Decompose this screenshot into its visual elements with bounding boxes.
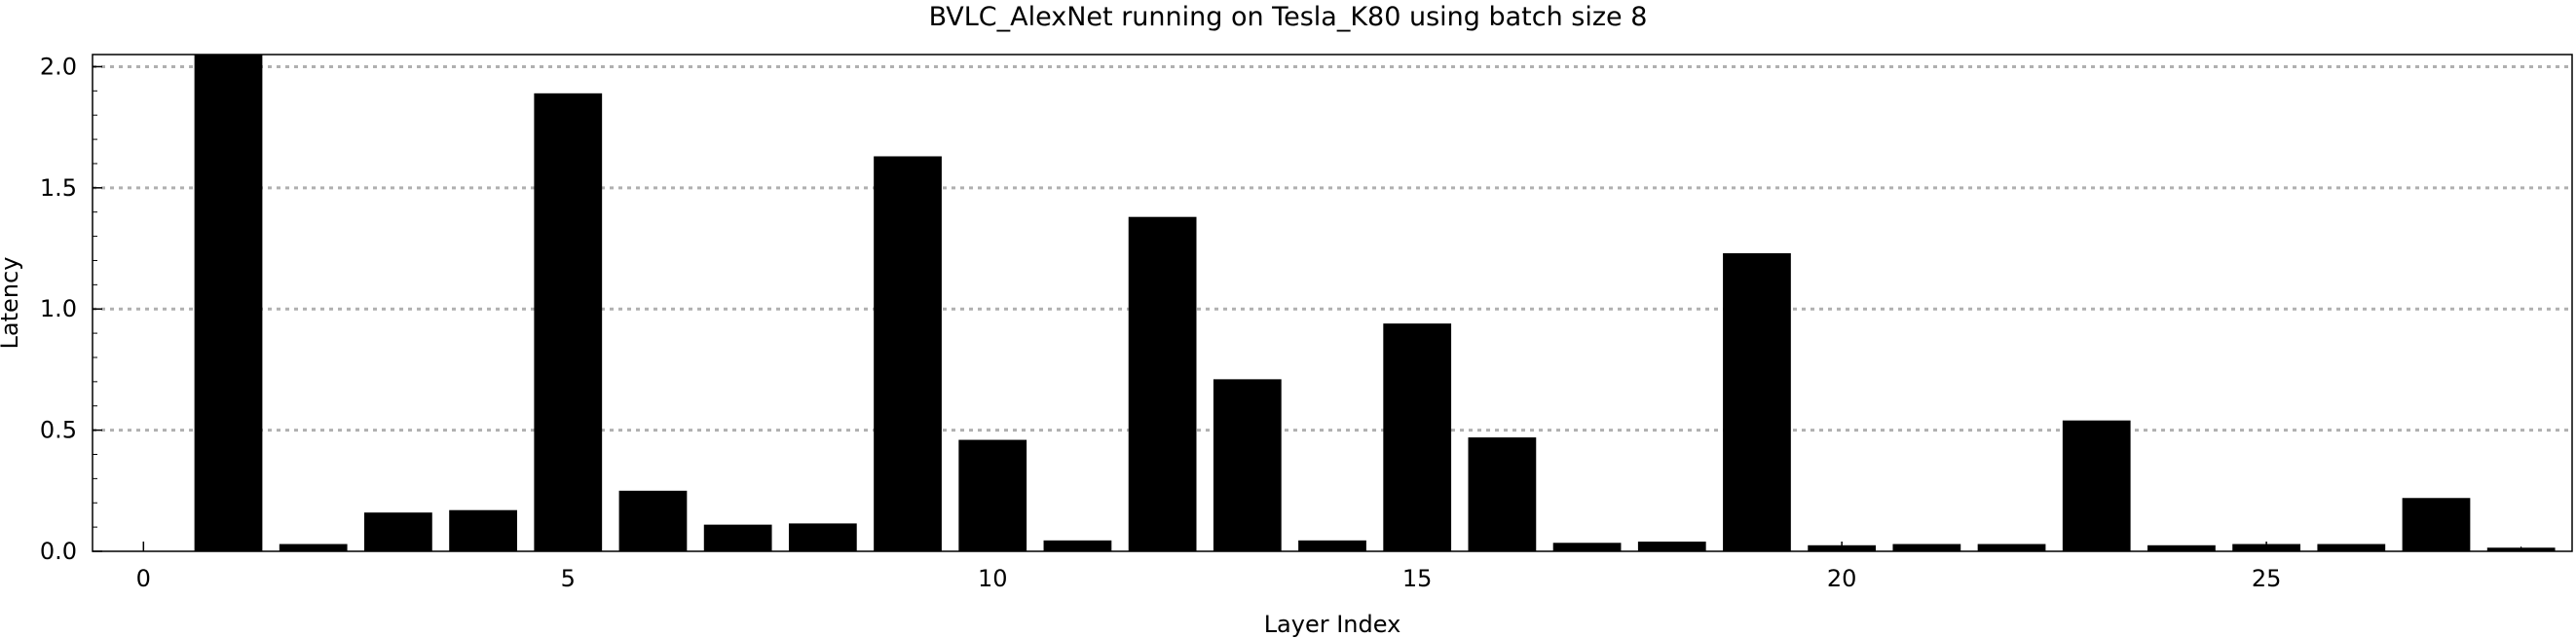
bar [1298,540,1366,551]
bar [2062,420,2131,551]
bar [958,439,1027,551]
bar [2402,498,2471,551]
x-tick-label: 5 [561,565,576,592]
x-axis-label: Layer Index [1264,611,1401,638]
y-tick-label: 2.0 [40,53,77,80]
bar [534,93,603,552]
x-tick-label: 0 [136,565,151,592]
y-tick-label: 1.0 [40,295,77,322]
bar [874,156,942,552]
bar [364,512,432,551]
bar [1213,379,1282,551]
y-tick-label: 1.5 [40,174,77,202]
bar [1128,216,1197,551]
bar [1723,253,1791,551]
x-tick-label: 20 [1827,565,1857,592]
plot-frame [92,54,2573,552]
y-tick-label: 0.0 [40,538,77,565]
bar [1468,437,1537,551]
y-tick-label: 0.5 [40,417,77,444]
x-tick-label: 15 [1402,565,1433,592]
y-axis: 0.0 0.5 1.0 1.5 2.0 [40,53,102,565]
bar [1383,323,1452,551]
bar [194,55,263,551]
x-axis: 0 5 10 15 20 25 [136,542,2522,592]
bar [449,509,517,551]
chart-title: BVLC_AlexNet running on Tesla_K80 using … [928,2,1648,32]
bars [194,55,2556,552]
bar [618,490,688,551]
grid-lines [93,64,2572,432]
bar [1043,540,1112,551]
y-axis-label: Latency [0,257,23,350]
x-tick-label: 25 [2252,565,2282,592]
x-tick-label: 10 [978,565,1008,592]
